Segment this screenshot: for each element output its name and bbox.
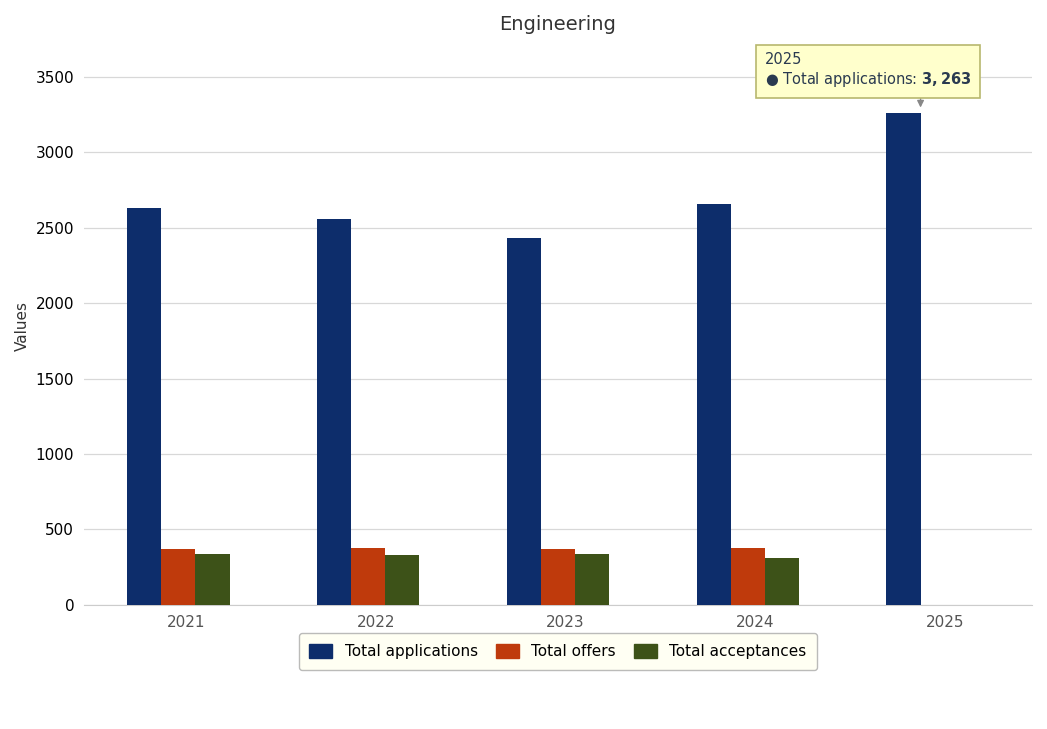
Bar (765, 558, 799, 605)
Bar (696, 203, 731, 605)
Title: Engineering: Engineering (499, 15, 617, 34)
Bar (196, 554, 229, 605)
Bar (385, 555, 420, 605)
Bar (575, 554, 609, 605)
Legend: Total applications, Total offers, Total acceptances: Total applications, Total offers, Total … (298, 634, 818, 670)
Bar (507, 238, 541, 605)
Bar (887, 112, 920, 605)
Y-axis label: Values: Values (15, 301, 30, 351)
Bar (541, 549, 575, 605)
Bar (351, 548, 385, 605)
Text: 2025
● Total applications: $\mathbf{3,263}$: 2025 ● Total applications: $\mathbf{3,26… (765, 52, 972, 89)
Bar (731, 548, 765, 605)
Bar (127, 208, 161, 605)
Bar (317, 219, 351, 605)
Bar (161, 549, 196, 605)
